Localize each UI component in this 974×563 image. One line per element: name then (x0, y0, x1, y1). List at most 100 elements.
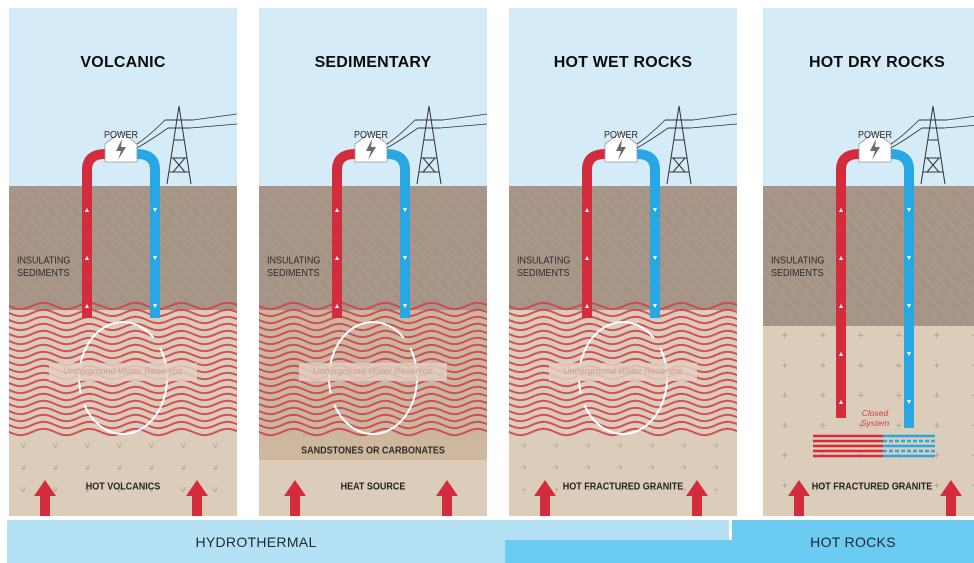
up-arrow-icon (335, 304, 339, 308)
granite-speck: + (681, 441, 688, 450)
granite-speck: + (617, 441, 624, 450)
granite-speck: + (585, 485, 592, 494)
heat-wave (259, 350, 487, 360)
sediment-hatch (509, 235, 582, 311)
sediment-hatch (942, 185, 974, 223)
down-arrow-icon (403, 208, 407, 212)
heat-wave (509, 343, 737, 353)
heat-wave (259, 336, 487, 346)
sediment-hatch (858, 185, 974, 321)
granite-speck: + (617, 485, 624, 494)
sediment-hatch (9, 259, 58, 311)
sediment-hatch (390, 185, 487, 286)
heat-wave (9, 336, 237, 346)
heat-arrow-icon (284, 480, 306, 516)
sediment-hatch (894, 185, 974, 279)
heat-wave (259, 399, 487, 409)
volcanic-speck: v (21, 441, 26, 450)
granite-speck: + (971, 391, 974, 401)
granite-speck: + (857, 421, 865, 431)
sediment-hatch (509, 185, 630, 311)
insulating-sediments-label: INSULATING SEDIMENTS (267, 254, 321, 278)
heat-wave (509, 322, 737, 332)
sandstones-label: SANDSTONES OR CARBONATES (301, 444, 445, 456)
down-arrow-icon (907, 400, 911, 404)
insulating-sediments-label: INSULATING SEDIMENTS (771, 254, 825, 278)
heat-wave (259, 385, 487, 395)
panel-title: HOT WET ROCKS (553, 54, 693, 71)
heat-arrow-icon (436, 480, 458, 516)
bottom-label: HEAT SOURCE (340, 480, 406, 492)
sediment-hatch (580, 185, 702, 311)
heat-wave (9, 399, 237, 409)
heat-wave (509, 399, 737, 409)
reservoir-label: Underground Water Reservoir (313, 366, 433, 376)
volcanic-speck: v (21, 463, 26, 472)
up-arrow-icon (839, 304, 843, 308)
granite-speck: + (585, 463, 592, 472)
heat-arrow-icon (940, 480, 962, 516)
sediment-hatch (426, 185, 487, 249)
sediment-hatch (259, 284, 284, 311)
sedimentary-diagram (259, 8, 487, 516)
granite-speck: + (857, 481, 865, 491)
volcanic-speck: v (85, 463, 90, 472)
sediment-layer (9, 186, 237, 310)
down-arrow-icon (653, 256, 657, 260)
hot-dry-rocks-diagram: ++++++++++++++++++++++++++++++++++++ (763, 8, 974, 516)
down-arrow-icon (153, 304, 157, 308)
volcanic-speck: v (213, 485, 218, 494)
down-arrow-icon (653, 208, 657, 212)
power-label: POWER (603, 129, 638, 141)
volcanic-speck: v (53, 441, 58, 450)
sediment-hatch (509, 247, 570, 311)
heat-wave (9, 378, 237, 388)
granite-speck: + (933, 361, 941, 371)
volcanic-speck: v (21, 485, 26, 494)
sandstone-band (259, 438, 487, 460)
volcanic-speck: v (213, 441, 218, 450)
sediment-hatch (509, 272, 546, 311)
sediment-hatch (930, 185, 974, 237)
volcanic-diagram: v v v v v v v v v v v v v v v v v v v v v (9, 8, 237, 516)
insulating-sediments-label: INSULATING SEDIMENTS (17, 254, 71, 278)
heat-wave (509, 420, 737, 430)
granite-speck: + (521, 485, 528, 494)
heat-wave (9, 420, 237, 430)
volcanic-speck: v (53, 485, 58, 494)
granite-speck: + (895, 361, 903, 371)
sediment-hatch (834, 185, 956, 327)
sediment-hatch (712, 185, 737, 212)
up-arrow-icon (85, 208, 89, 212)
heat-wave (509, 406, 737, 416)
granite-speck: + (857, 391, 865, 401)
heat-wave (509, 385, 737, 395)
sediment-hatch (509, 197, 618, 311)
granite-speck: + (819, 391, 827, 401)
heat-wave (9, 343, 237, 353)
heat-wave (259, 343, 487, 353)
granite-speck: + (617, 463, 624, 472)
granite-speck: + (713, 463, 720, 472)
volcanic-speck: v (181, 485, 186, 494)
heat-wave (509, 336, 737, 346)
heat-wave (9, 406, 237, 416)
sediment-hatch (763, 199, 872, 327)
heat-wave (509, 413, 737, 423)
heat-wave (259, 406, 487, 416)
sediment-hatch (688, 185, 737, 237)
band-transition (505, 540, 732, 563)
sediment-hatch (450, 185, 487, 224)
sediment-hatch (532, 185, 654, 311)
up-arrow-icon (585, 304, 589, 308)
down-arrow-icon (153, 208, 157, 212)
sediment-hatch (763, 297, 788, 327)
sediment-hatch (188, 185, 237, 237)
granite-speck: + (521, 463, 528, 472)
sediment-hatch (9, 222, 94, 311)
heat-wave (259, 322, 487, 332)
volcanic-speck: v (85, 441, 90, 450)
granite-speck: + (819, 361, 827, 371)
heat-wave (259, 420, 487, 430)
granite-speck: + (933, 481, 941, 491)
